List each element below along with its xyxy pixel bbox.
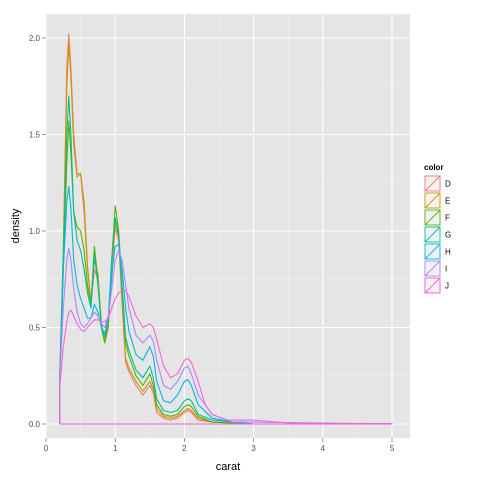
legend-key-box-I [424,260,441,277]
legend-label-E: E [445,197,450,206]
legend-key-line-I [424,260,441,277]
series-line-G [59,95,393,425]
series-lines [59,33,393,425]
legend-label-J: J [445,282,449,291]
legend-key-line-D [424,175,441,192]
x-tick-label: 4 [321,444,326,453]
series-line-I [59,247,393,425]
series-line-H [59,186,393,425]
legend-key-box-J [424,277,441,294]
legend-label-F: F [445,214,450,223]
legend-key-line-F [424,209,441,226]
x-axis-ticks: 0 1 2 3 4 5 [44,438,395,453]
y-axis-title: density [10,208,22,243]
x-tick-label: 5 [390,444,395,453]
legend-key-box-F [424,209,441,226]
legend-title: color [424,163,444,172]
y-tick-label: 1.0 [29,227,41,236]
y-tick-label: 0.0 [29,420,41,429]
y-tick-label: 2.0 [29,34,41,43]
legend-key-box-D [424,175,441,192]
x-tick-label: 1 [113,444,118,453]
legend-label-D: D [445,180,451,189]
legend-key-line-J [424,277,441,294]
x-tick-label: 3 [251,444,256,453]
legend-label-G: G [445,231,451,240]
legend-key-box-G [424,226,441,243]
legend-key-line-E [424,192,441,209]
series-line-J [59,290,393,425]
x-tick-label: 2 [182,444,187,453]
y-tick-label: 1.5 [29,131,41,140]
y-tick-label: 0.5 [29,324,41,333]
legend-key-line-H [424,243,441,260]
x-axis-title: carat [216,461,240,473]
legend-key-line-G [424,226,441,243]
legend-key-box-E [424,192,441,209]
legend-label-H: H [445,248,451,257]
grid-lines [45,14,410,438]
plot-panel [46,14,410,438]
legend-label-I: I [445,265,447,274]
legend-key-box-H [424,243,441,260]
x-tick-label: 0 [44,444,49,453]
y-axis-ticks: 0.0 0.5 1.0 1.5 2.0 [29,34,46,429]
